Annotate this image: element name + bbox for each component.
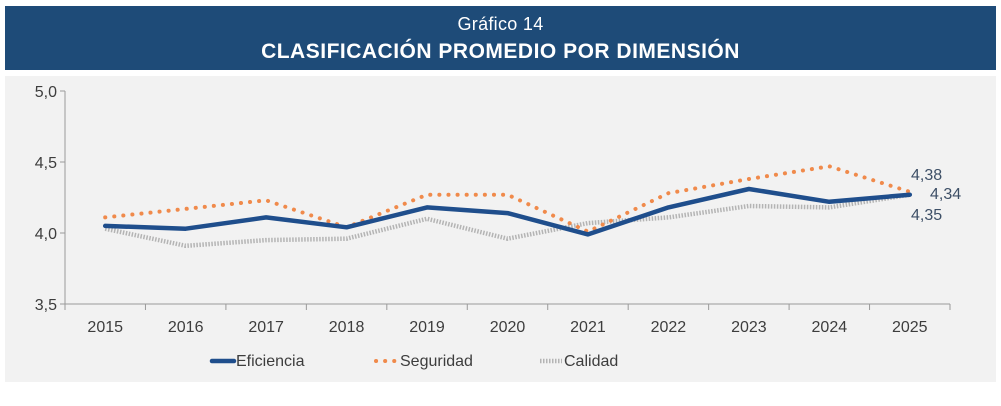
legend-label-calidad: Calidad [564,353,618,370]
x-tick-label: 2018 [329,319,365,336]
y-tick-label: 4,0 [35,226,57,243]
series-line-seguridad [103,164,912,234]
chart-header: Gráfico 14 CLASIFICACIÓN PROMEDIO POR DI… [5,6,996,70]
series-line-eficiencia [102,186,913,237]
legend-label-seguridad: Seguridad [400,353,473,370]
legend-label-eficiencia: Eficiencia [236,353,305,370]
x-tick-label: 2017 [248,319,284,336]
x-tick-label: 2020 [490,319,526,336]
x-tick-label: 2021 [570,319,606,336]
x-tick-label: 2016 [168,319,204,336]
x-tick-label: 2015 [87,319,123,336]
end-label-eficiencia: 4,34 [930,186,961,203]
x-tick-label: 2023 [731,319,767,336]
x-tick-label: 2019 [409,319,445,336]
y-tick-label: 3,5 [35,297,57,314]
chart-title: CLASIFICACIÓN PROMEDIO POR DIMENSIÓN [261,40,740,63]
y-tick-label: 5,0 [35,84,57,101]
x-tick-label: 2024 [812,319,848,336]
y-tick-label: 4,5 [35,155,57,172]
end-label-calidad: 4,35 [911,207,942,224]
series-line-calidad [104,192,911,249]
end-label-seguridad: 4,38 [911,167,942,184]
x-tick-label: 2022 [651,319,687,336]
x-tick-label: 2025 [892,319,928,336]
chart-subtitle: Gráfico 14 [457,14,544,34]
